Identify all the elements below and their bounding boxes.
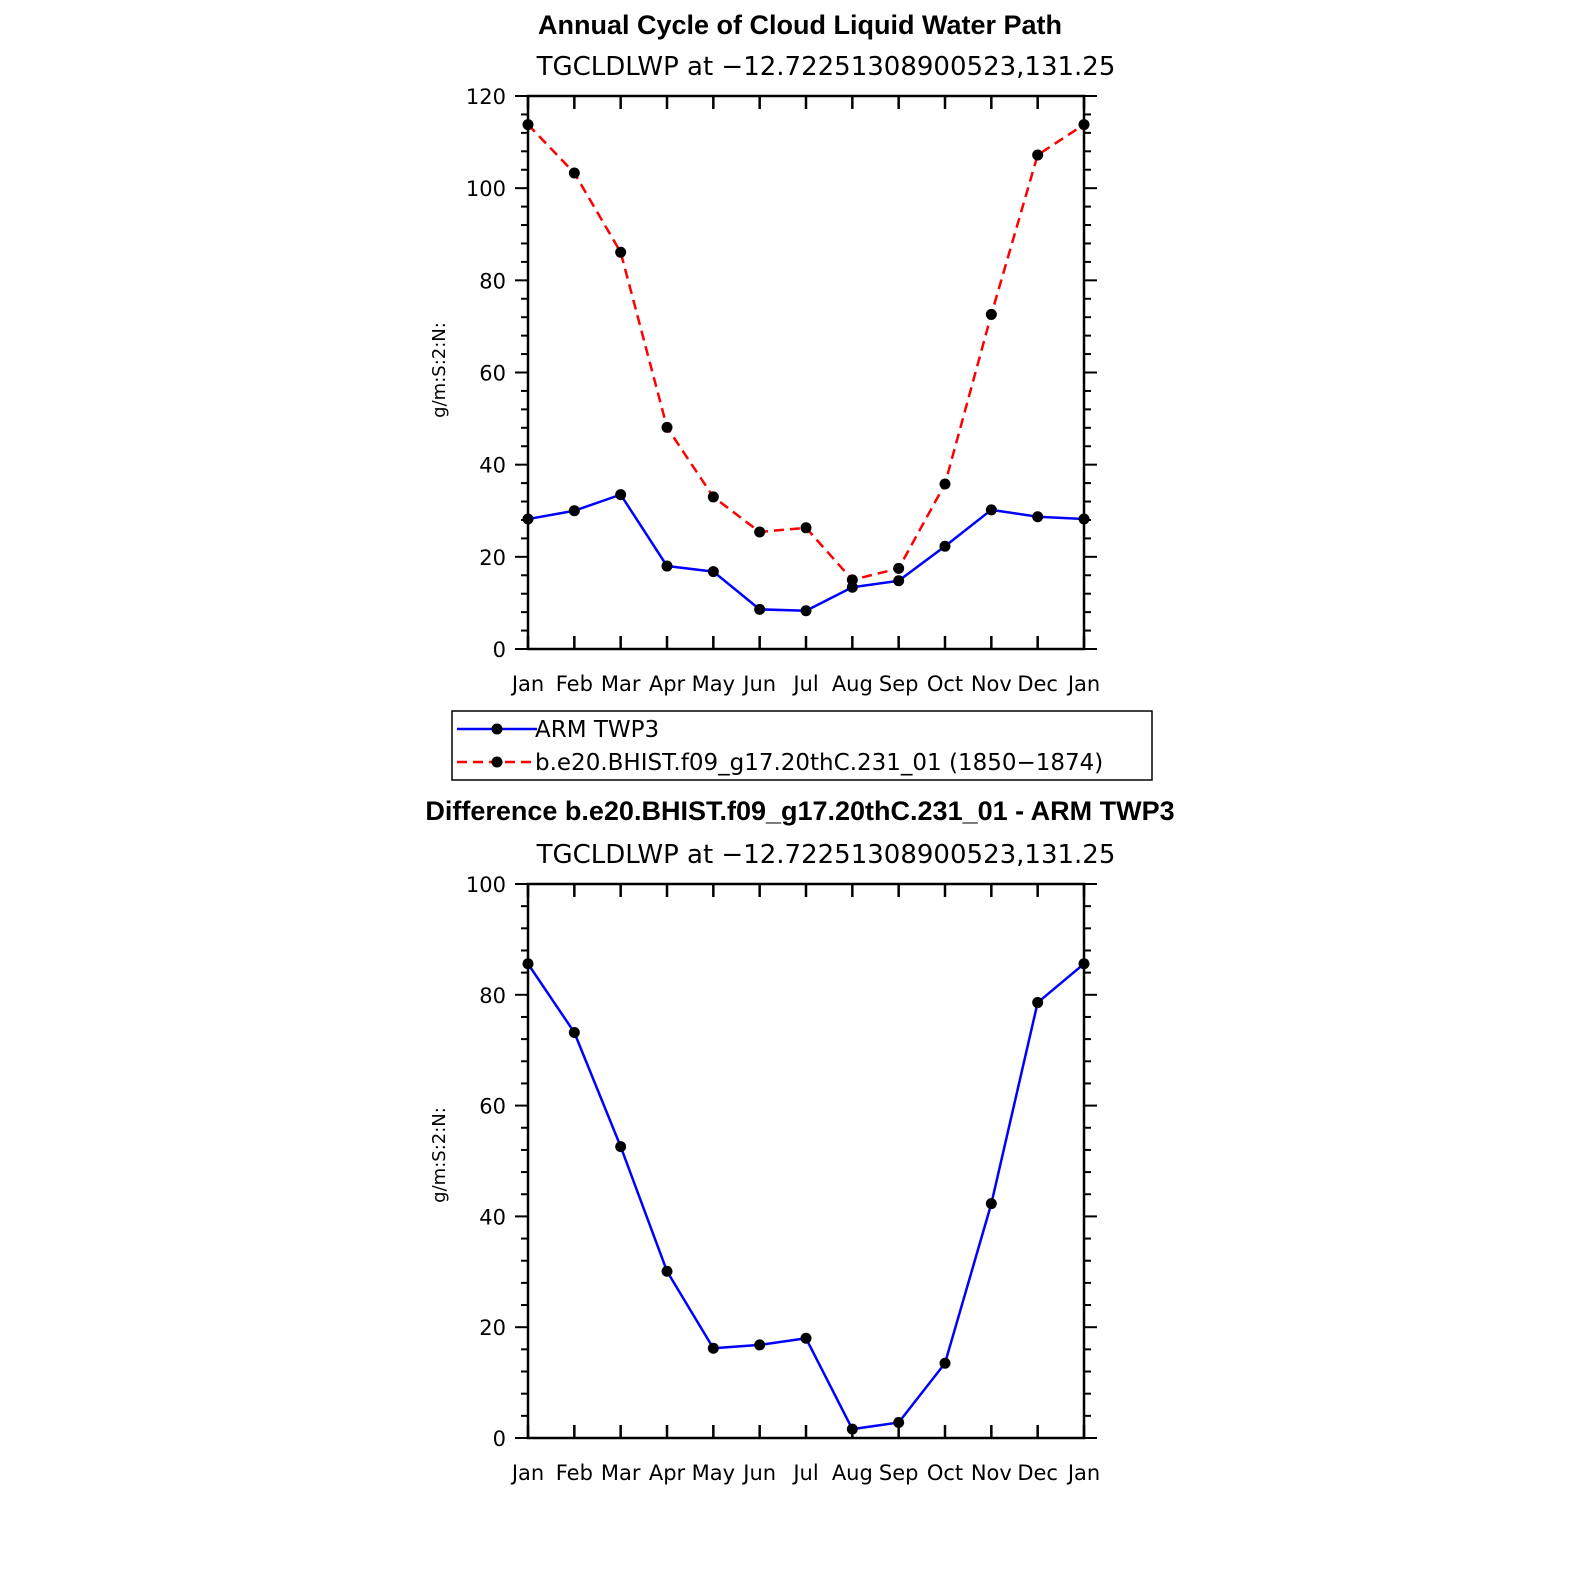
chart-subtitle: TGCLDLWP at −12.72251308900523,131.25 <box>536 840 1116 870</box>
legend-label-arm: ARM TWP3 <box>535 717 659 743</box>
y-tick-label: 80 <box>479 269 506 293</box>
data-point <box>800 605 812 617</box>
x-tick-label: Jan <box>510 672 544 696</box>
data-point <box>522 958 534 970</box>
y-tick-label: 20 <box>479 1316 506 1340</box>
x-tick-label: Jun <box>741 1461 776 1485</box>
data-point <box>754 526 766 538</box>
data-point <box>568 167 580 179</box>
y-tick-label: 0 <box>493 638 506 662</box>
data-point <box>707 1342 719 1354</box>
data-point <box>985 308 997 320</box>
data-point <box>522 513 534 525</box>
series-line-0 <box>527 493 1085 613</box>
x-tick-label: May <box>692 1461 735 1485</box>
data-point <box>661 421 673 433</box>
x-tick-label: Oct <box>927 672 963 696</box>
x-tick-label: Jul <box>791 672 818 696</box>
y-tick-label: 0 <box>493 1427 506 1451</box>
data-point <box>661 560 673 572</box>
x-tick-label: Apr <box>649 1461 686 1485</box>
x-tick-label: Oct <box>927 1461 963 1485</box>
chart-subtitle: TGCLDLWP at −12.72251308900523,131.25 <box>536 52 1116 82</box>
data-point <box>1078 958 1090 970</box>
x-tick-label: May <box>692 672 735 696</box>
x-tick-label: Aug <box>832 672 873 696</box>
x-tick-label: Dec <box>1017 672 1058 696</box>
x-tick-label: Nov <box>971 1461 1012 1485</box>
x-tick-label: Jun <box>741 672 776 696</box>
x-tick-label: Mar <box>601 672 641 696</box>
y-tick-label: 60 <box>479 362 506 386</box>
y-tick-label: 40 <box>479 454 506 478</box>
legend: ARM TWP3 b.e20.BHIST.f09_g17.20thC.231_0… <box>451 710 1153 781</box>
difference-panel: Difference b.e20.BHIST.f09_g17.20thC.231… <box>425 796 1174 1485</box>
data-point <box>939 478 951 490</box>
legend-marker-arm <box>491 723 503 735</box>
x-tick-label: Jul <box>791 1461 818 1485</box>
data-point <box>707 491 719 503</box>
series-line-0 <box>526 962 1085 1431</box>
y-axis-label: g/m:S:2:N: <box>429 322 450 418</box>
x-tick-label: Sep <box>879 1461 919 1485</box>
y-tick-label: 100 <box>466 873 506 897</box>
data-point <box>1078 119 1090 131</box>
y-tick-label: 100 <box>466 177 506 201</box>
data-point <box>800 1332 812 1344</box>
data-point <box>568 505 580 517</box>
data-point <box>1078 513 1090 525</box>
y-tick-label: 60 <box>479 1095 506 1119</box>
data-point <box>893 1416 905 1428</box>
y-axis-label: g/m:S:2:N: <box>429 1107 450 1203</box>
x-tick-label: Nov <box>971 672 1012 696</box>
data-point <box>615 246 627 258</box>
y-tick-label: 40 <box>479 1205 506 1229</box>
plot-axes: Jan Feb Mar Apr May Jun Jul Aug Sep Oct Nov Dec Jan0… <box>466 85 1100 696</box>
legend-marker-model <box>491 756 503 768</box>
data-point <box>1032 149 1044 161</box>
x-tick-label: Jan <box>1066 672 1100 696</box>
x-tick-label: Dec <box>1017 1461 1058 1485</box>
x-tick-label: Apr <box>649 672 686 696</box>
x-tick-label: Jan <box>1066 1461 1100 1485</box>
data-point <box>939 1357 951 1369</box>
x-tick-label: Feb <box>556 672 593 696</box>
chart-title: Annual Cycle of Cloud Liquid Water Path <box>538 10 1062 40</box>
data-point <box>985 504 997 516</box>
y-tick-label: 80 <box>479 984 506 1008</box>
x-tick-label: Aug <box>832 1461 873 1485</box>
plot-frame <box>526 94 1086 651</box>
annual-cycle-panel: Annual Cycle of Cloud Liquid Water Path … <box>429 10 1115 696</box>
data-point <box>985 1198 997 1210</box>
y-tick-label: 20 <box>479 546 506 570</box>
plot-axes: Jan Feb Mar Apr May Jun Jul Aug Sep Oct Nov Dec Jan0… <box>466 873 1100 1485</box>
data-point <box>615 489 627 501</box>
legend-box <box>451 710 1153 781</box>
data-point <box>893 575 905 587</box>
legend-label-model: b.e20.BHIST.f09_g17.20thC.231_01 (1850−1… <box>535 750 1103 776</box>
y-tick-label: 120 <box>466 85 506 109</box>
x-tick-label: Feb <box>556 1461 593 1485</box>
data-point <box>939 540 951 552</box>
data-point <box>800 522 812 534</box>
series-layer <box>522 119 1090 617</box>
x-tick-label: Jan <box>510 1461 544 1485</box>
data-point <box>846 1423 858 1435</box>
data-point <box>893 562 905 574</box>
chart-title: Difference b.e20.BHIST.f09_g17.20thC.231… <box>425 796 1174 826</box>
x-tick-label: Sep <box>879 672 919 696</box>
data-point <box>707 566 719 578</box>
data-point <box>568 1026 580 1038</box>
data-point <box>1032 511 1044 523</box>
data-point <box>615 1141 627 1153</box>
data-point <box>754 1339 766 1351</box>
data-point <box>1032 997 1044 1009</box>
series-layer <box>522 958 1090 1435</box>
data-point <box>522 119 534 131</box>
x-tick-label: Mar <box>601 1461 641 1485</box>
data-point <box>754 603 766 615</box>
data-point <box>846 574 858 586</box>
data-point <box>661 1265 673 1277</box>
